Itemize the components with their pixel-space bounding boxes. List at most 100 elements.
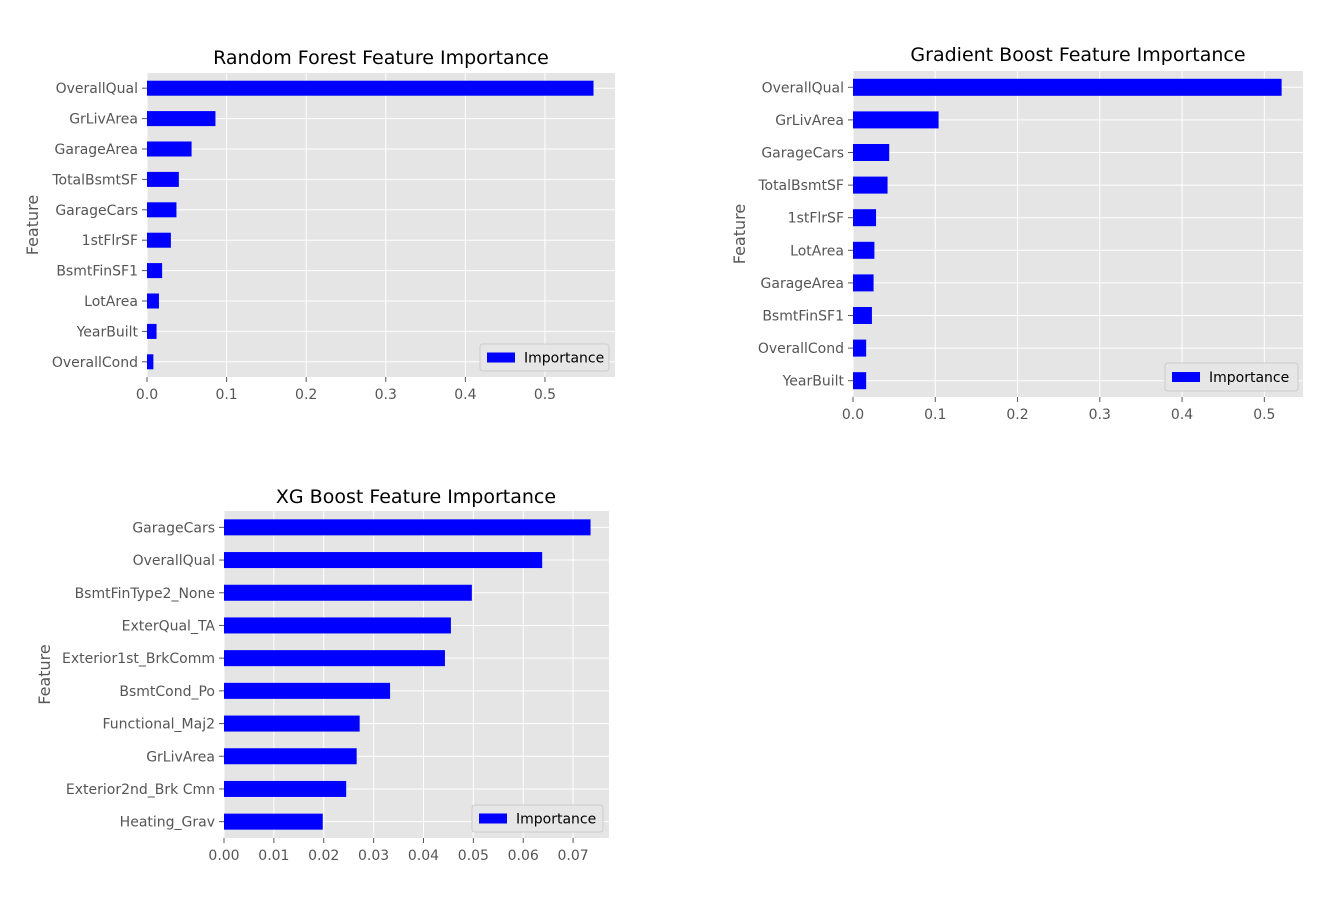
xgb-xtick-label: 0.03 [358, 848, 389, 864]
rf-xtick-label: 0.5 [534, 387, 556, 403]
xgb-legend-box [471, 804, 604, 833]
xgb-xtick-label: 0.02 [308, 848, 339, 864]
xgb-xtick-label: 0.00 [208, 848, 239, 864]
rf-bar-garagecars [147, 202, 177, 218]
rf-ytick-label: TotalBsmtSF [51, 172, 138, 188]
xgb-ytick-label: Exterior1st_BrkComm [62, 651, 215, 667]
rf-ytick-label: GrLivArea [69, 112, 138, 128]
gb-bar-garagearea [853, 274, 874, 292]
gb-ytick-label: GrLivArea [775, 113, 844, 129]
gb-ytick-label: 1stFlrSF [788, 211, 844, 227]
gb-bar-totalbsmtsf [853, 176, 888, 194]
xgb-xtick-label: 0.01 [258, 848, 289, 864]
rf-bar-lotarea [147, 293, 159, 309]
rf-ytick-label: YearBuilt [76, 324, 139, 340]
gb-bar-garagecars [853, 144, 890, 161]
xgb-bar-bsmtcond-po [224, 682, 391, 699]
xgb-bar-exterqual-ta [224, 617, 451, 634]
xgb-ytick-label: BsmtCond_Po [119, 684, 215, 700]
xgb-bar-overallqual [224, 552, 543, 569]
rf-ytick-label: LotArea [84, 294, 138, 310]
gb-bar-1stflrsf [853, 209, 877, 227]
rf-bar-yearbuilt [147, 323, 157, 339]
rf-xtick-label: 0.4 [454, 387, 476, 403]
rf-ytick-label: BsmtFinSF1 [56, 264, 138, 280]
rf-plot-area [147, 73, 615, 377]
rf-legend-label: Importance [524, 351, 604, 367]
gb-ytick-label: OverallQual [762, 80, 844, 96]
gb-bar-overallqual [853, 78, 1282, 96]
xgb-ytick-label: OverallQual [133, 553, 215, 569]
xgb-bar-functional-maj2 [224, 715, 360, 732]
gb-ytick-label: LotArea [790, 243, 844, 259]
gb-ytick-label: OverallCond [758, 341, 844, 357]
rf-bar-overallcond [147, 354, 154, 370]
gb-ytick-label: GarageArea [761, 276, 844, 292]
rf-bar-bsmtfinsf1 [147, 263, 163, 279]
rf-bar-totalbsmtsf [147, 171, 179, 187]
rf-ytick-label: GarageArea [55, 142, 138, 158]
xgb-legend-swatch [479, 813, 507, 824]
gb-legend: Importance [1164, 362, 1299, 392]
rf-ytick-label: OverallQual [56, 81, 138, 97]
rf-bar-grlivarea [147, 111, 216, 127]
gb-ytick-label: GarageCars [761, 146, 844, 162]
gb-chart: OverallQual GrLivArea GarageCars TotalBsmtS… [730, 44, 1303, 423]
xgb-ytick-label: Exterior2nd_Brk Cmn [66, 782, 215, 798]
rf-ytick-label: 1stFlrSF [82, 233, 138, 249]
rf-bar-garagearea [147, 141, 192, 157]
gb-chart-title: Gradient Boost Feature Importance [910, 44, 1245, 66]
gb-xtick-label: 0.2 [1006, 407, 1028, 423]
xgb-ytick-label: GarageCars [132, 520, 215, 536]
rf-bar-1stflrsf [147, 232, 171, 248]
gb-legend-swatch [1172, 372, 1200, 382]
xgb-chart-title: XG Boost Feature Importance [276, 486, 556, 508]
rf-y-axis-label: Feature [23, 195, 42, 255]
gb-bar-grlivarea [853, 111, 939, 129]
xgb-chart: GarageCars OverallQual BsmtFinType2_None Ex… [35, 486, 609, 864]
gb-xtick-label: 0.4 [1171, 407, 1193, 423]
xgb-xtick-label: 0.05 [458, 848, 489, 864]
xgb-bar-heating-grav [224, 813, 323, 830]
xgb-xtick-label: 0.04 [408, 848, 439, 864]
rf-legend: Importance [479, 343, 610, 372]
gb-legend-box [1164, 362, 1299, 392]
rf-xtick-label: 0.0 [136, 387, 158, 403]
rf-xtick-label: 0.2 [295, 387, 317, 403]
rf-bar-overallqual [147, 80, 594, 96]
xgb-legend-label: Importance [516, 812, 596, 828]
rf-ytick-label: OverallCond [52, 355, 138, 371]
gb-xtick-label: 0.5 [1253, 407, 1275, 423]
xgb-bar-exterior2nd-brk-cmn [224, 780, 347, 797]
rf-legend-swatch [487, 352, 515, 363]
gb-bar-lotarea [853, 241, 875, 259]
xgb-xtick-label: 0.06 [508, 848, 539, 864]
xgb-bar-exterior1st-brkcomm [224, 650, 445, 667]
xgb-ytick-label: ExterQual_TA [122, 618, 216, 634]
gb-ytick-label: BsmtFinSF1 [762, 309, 844, 325]
gb-ytick-label: TotalBsmtSF [757, 178, 844, 194]
gb-xtick-label: 0.3 [1089, 407, 1111, 423]
xgb-bar-bsmtfintype2-none [224, 584, 472, 601]
rf-legend-box [479, 343, 610, 372]
gb-bar-overallcond [853, 339, 867, 357]
rf-xtick-label: 0.3 [375, 387, 397, 403]
xgb-ytick-label: BsmtFinType2_None [75, 586, 215, 602]
xgb-bar-garagecars [224, 519, 591, 536]
xgb-ytick-label: Heating_Grav [120, 815, 215, 831]
rf-chart: OverallQual GrLivArea GarageArea TotalBsmtS… [23, 47, 615, 403]
rf-chart-title: Random Forest Feature Importance [213, 47, 549, 69]
gb-y-axis-label: Feature [730, 204, 749, 264]
rf-ytick-label: GarageCars [55, 203, 138, 219]
xgb-xtick-label: 0.07 [558, 848, 589, 864]
gb-bar-yearbuilt [853, 372, 867, 390]
xgb-ytick-label: GrLivArea [146, 749, 215, 765]
gb-legend-label: Importance [1209, 370, 1289, 386]
rf-xtick-label: 0.1 [215, 387, 237, 403]
gb-xtick-label: 0.0 [842, 407, 864, 423]
xgb-y-axis-label: Feature [35, 644, 54, 704]
gb-xtick-label: 0.1 [924, 407, 946, 423]
gb-bar-bsmtfinsf1 [853, 307, 872, 324]
xgb-ytick-label: Functional_Maj2 [103, 717, 215, 733]
